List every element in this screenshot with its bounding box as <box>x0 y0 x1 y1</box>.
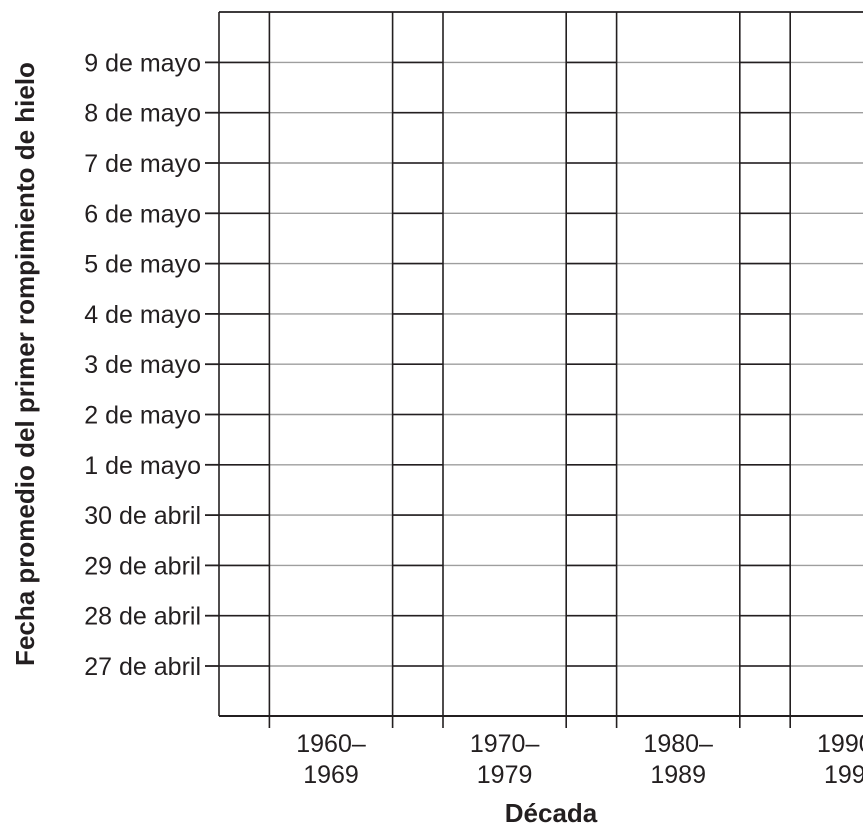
y-tick-label: 8 de mayo <box>84 100 201 128</box>
y-tick-label: 1 de mayo <box>84 452 201 480</box>
y-tick-label: 6 de mayo <box>84 200 201 228</box>
x-tick-label: 1990– <box>817 730 863 758</box>
x-tick-label: 1970– <box>470 730 540 758</box>
y-tick-label: 4 de mayo <box>84 301 201 329</box>
y-tick-label: 29 de abril <box>84 552 201 580</box>
x-tick-label: 1969 <box>303 761 359 789</box>
x-tick-label: 1979 <box>477 761 533 789</box>
y-tick-label: 27 de abril <box>84 653 201 681</box>
x-tick-label: 1980– <box>643 730 713 758</box>
y-tick-label: 7 de mayo <box>84 150 201 178</box>
x-tick-label: 1960– <box>296 730 366 758</box>
y-tick-label: 9 de mayo <box>84 49 201 77</box>
y-tick-label: 30 de abril <box>84 502 201 530</box>
x-tick-label: 1999 <box>824 761 863 789</box>
y-tick-label: 28 de abril <box>84 603 201 631</box>
y-tick-label: 2 de mayo <box>84 402 201 430</box>
x-tick-label: 1989 <box>650 761 706 789</box>
y-tick-label: 3 de mayo <box>84 351 201 379</box>
y-axis-title: Fecha promedio del primer rompimiento de… <box>10 62 40 666</box>
y-tick-label: 5 de mayo <box>84 251 201 279</box>
x-axis-title: Década <box>505 798 598 828</box>
